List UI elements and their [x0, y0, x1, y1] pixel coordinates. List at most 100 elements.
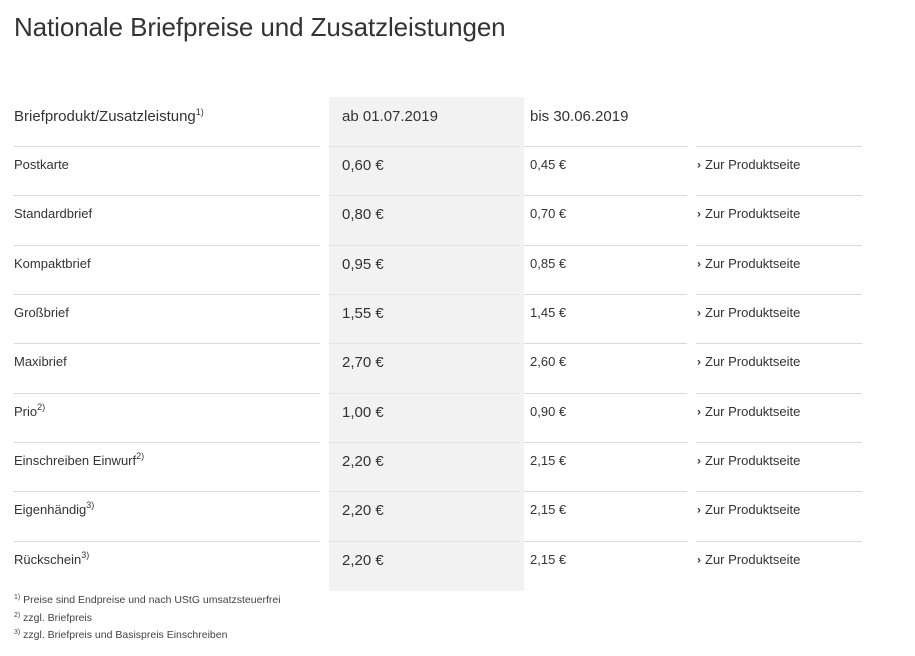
chevron-right-icon: ›	[697, 454, 701, 468]
header-footnote-mark: 1)	[195, 107, 204, 117]
row-divider	[696, 343, 862, 344]
footnote-mark: 3)	[14, 629, 21, 636]
chevron-right-icon: ›	[697, 306, 701, 320]
product-name: Prio2)	[14, 402, 46, 420]
row-divider	[696, 294, 862, 295]
product-page-link[interactable]: › Zur Produktseite	[697, 502, 800, 517]
product-page-link[interactable]: › Zur Produktseite	[697, 404, 800, 419]
footnote-mark: 1)	[14, 594, 21, 601]
row-divider	[14, 195, 320, 196]
row-divider	[524, 294, 687, 295]
product-name: Standardbrief	[14, 206, 92, 221]
footnote-2: 2) zzgl. Briefpreis	[14, 610, 281, 628]
product-name: Maxibrief	[14, 354, 67, 369]
old-price: 2,15 €	[530, 502, 567, 517]
new-price: 0,80 €	[342, 206, 384, 223]
row-divider	[524, 491, 687, 492]
old-price: 2,15 €	[530, 552, 567, 567]
product-page-link[interactable]: › Zur Produktseite	[697, 157, 800, 172]
link-label: Zur Produktseite	[705, 453, 801, 468]
row-divider	[524, 195, 687, 196]
footnote-mark: 3)	[86, 500, 95, 510]
header-old-price: bis 30.06.2019	[530, 108, 629, 125]
new-price: 0,95 €	[342, 256, 384, 273]
link-label: Zur Produktseite	[705, 206, 801, 221]
footnote-mark: 3)	[81, 550, 90, 560]
product-name: Einschreiben Einwurf2)	[14, 451, 145, 469]
row-divider	[14, 442, 320, 443]
row-divider	[524, 541, 687, 542]
new-price: 2,70 €	[342, 354, 384, 371]
header-new-price: ab 01.07.2019	[342, 108, 438, 125]
product-name: Kompaktbrief	[14, 256, 91, 271]
row-divider	[524, 442, 687, 443]
product-label: Kompaktbrief	[14, 256, 91, 271]
old-price: 0,90 €	[530, 404, 567, 419]
new-price: 2,20 €	[342, 502, 384, 519]
product-label: Prio	[14, 404, 38, 419]
old-price: 2,60 €	[530, 354, 567, 369]
link-label: Zur Produktseite	[705, 157, 801, 172]
product-label: Großbrief	[14, 305, 69, 320]
header-product: Briefprodukt/Zusatzleistung1)	[14, 107, 204, 126]
product-label: Eigenhändig	[14, 502, 87, 517]
row-divider	[329, 343, 520, 344]
old-price: 0,45 €	[530, 157, 567, 172]
row-divider	[14, 294, 320, 295]
footnote-3: 3) zzgl. Briefpreis und Basispreis Einsc…	[14, 627, 281, 645]
header-product-label: Briefprodukt/Zusatzleistung	[14, 108, 196, 125]
new-price: 2,20 €	[342, 552, 384, 569]
chevron-right-icon: ›	[697, 257, 701, 271]
chevron-right-icon: ›	[697, 553, 701, 567]
product-page-link[interactable]: › Zur Produktseite	[697, 354, 800, 369]
product-page-link[interactable]: › Zur Produktseite	[697, 305, 800, 320]
highlight-column-background	[329, 97, 524, 591]
footnote-text: zzgl. Briefpreis und Basispreis Einschre…	[23, 629, 228, 641]
footnote-mark: 2)	[136, 451, 145, 461]
row-divider	[329, 245, 520, 246]
footnotes: 1) Preise sind Endpreise und nach UStG u…	[14, 592, 281, 645]
product-label: Maxibrief	[14, 354, 67, 369]
product-label: Standardbrief	[14, 206, 93, 221]
product-page-link[interactable]: › Zur Produktseite	[697, 256, 800, 271]
chevron-right-icon: ›	[697, 158, 701, 172]
product-page-link[interactable]: › Zur Produktseite	[697, 453, 800, 468]
row-divider	[696, 245, 862, 246]
row-divider	[524, 245, 687, 246]
product-name: Postkarte	[14, 157, 69, 172]
product-name: Großbrief	[14, 305, 69, 320]
product-page-link[interactable]: › Zur Produktseite	[697, 552, 800, 567]
row-divider	[696, 393, 862, 394]
old-price: 0,85 €	[530, 256, 567, 271]
row-divider	[14, 343, 320, 344]
new-price: 2,20 €	[342, 453, 384, 470]
product-name: Eigenhändig3)	[14, 500, 95, 518]
row-divider	[524, 343, 687, 344]
chevron-right-icon: ›	[697, 207, 701, 221]
chevron-right-icon: ›	[697, 503, 701, 517]
footnote-mark: 2)	[14, 611, 21, 619]
footnote-1: 1) Preise sind Endpreise und nach UStG u…	[14, 592, 281, 610]
row-divider	[524, 146, 687, 147]
link-label: Zur Produktseite	[705, 305, 801, 320]
product-page-link[interactable]: › Zur Produktseite	[697, 206, 800, 221]
chevron-right-icon: ›	[697, 355, 701, 369]
link-label: Zur Produktseite	[705, 552, 801, 567]
page-title: Nationale Briefpreise und Zusatzleistung…	[14, 12, 506, 42]
footnote-mark: 2)	[37, 402, 46, 412]
row-divider	[14, 491, 320, 492]
row-divider	[329, 393, 520, 394]
footnote-text: zzgl. Briefpreis	[23, 611, 93, 624]
product-name: Rückschein3)	[14, 550, 90, 568]
row-divider	[524, 393, 687, 394]
new-price: 1,00 €	[342, 404, 384, 421]
row-divider	[696, 195, 862, 196]
link-label: Zur Produktseite	[705, 256, 801, 271]
old-price: 0,70 €	[530, 206, 567, 221]
row-divider	[14, 541, 320, 542]
row-divider	[696, 146, 862, 147]
row-divider	[14, 245, 320, 246]
row-divider	[696, 541, 862, 542]
row-divider	[329, 442, 520, 443]
chevron-right-icon: ›	[697, 405, 701, 419]
